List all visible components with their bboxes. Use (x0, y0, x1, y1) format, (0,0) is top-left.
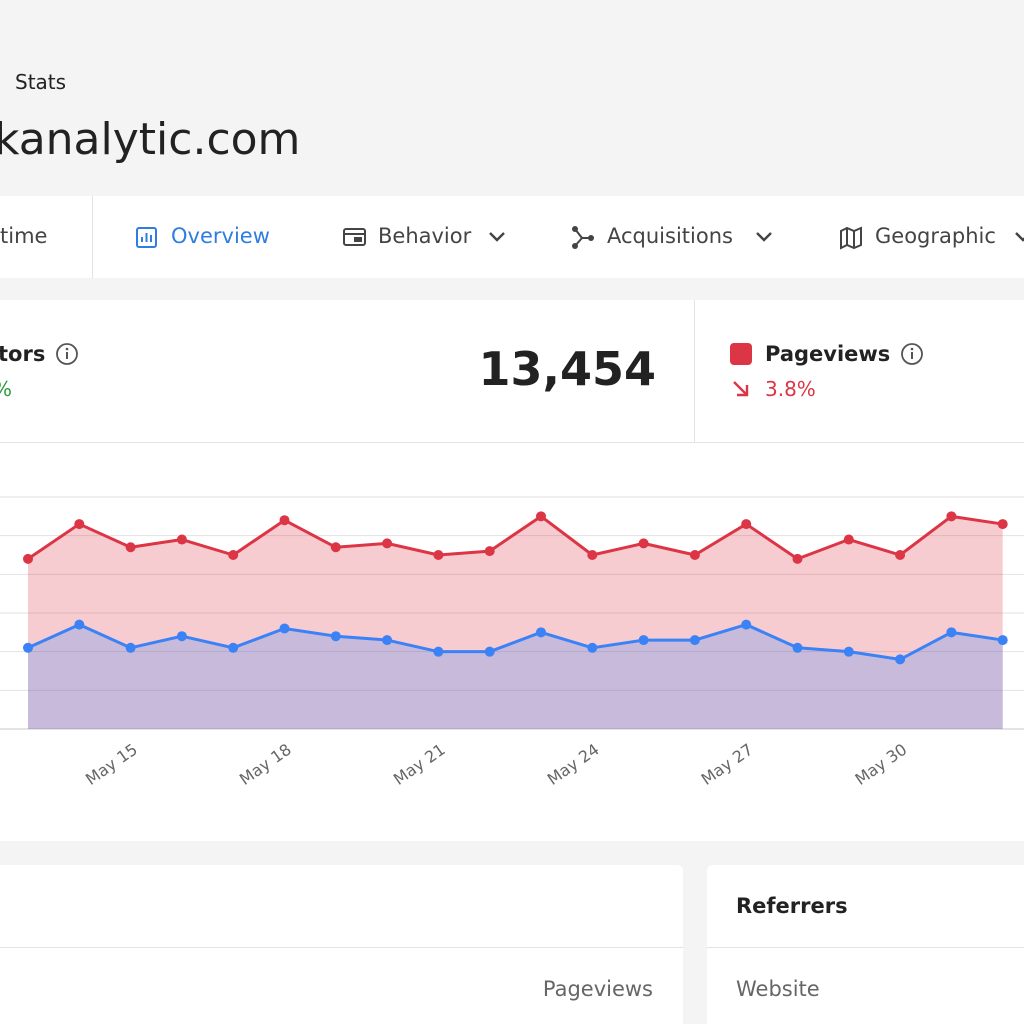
point (741, 619, 752, 630)
x-tick-label: May 27 (698, 740, 757, 789)
x-tick-label: May 24 (544, 740, 603, 789)
point (279, 515, 290, 526)
divider (707, 947, 1024, 948)
point (433, 646, 444, 657)
point (946, 511, 957, 522)
point (997, 635, 1008, 646)
stat-change: % (0, 377, 12, 401)
point (484, 646, 495, 657)
info-icon[interactable] (901, 343, 925, 367)
chart: May 15 May 18 May 21 May 24 May 27 May 30 (0, 496, 1024, 789)
point (997, 519, 1008, 530)
site-title: kanalytic.com (0, 114, 301, 165)
point (74, 519, 85, 530)
point (587, 550, 598, 560)
point (74, 619, 85, 630)
point (433, 550, 444, 560)
point (23, 553, 33, 564)
tab-bar: time Overview Behavior Acquisitions Geog… (0, 196, 1024, 278)
panel-title: Referrers (736, 894, 848, 918)
point (382, 538, 393, 549)
tab[interactable]: Behavior (378, 224, 472, 248)
point (843, 646, 854, 657)
point (382, 635, 393, 646)
line (27, 623, 1003, 661)
point (484, 546, 495, 557)
point (536, 511, 546, 522)
point (895, 654, 906, 665)
column-header: Website (736, 977, 820, 1001)
tab[interactable]: Geographic (875, 224, 996, 248)
column-header: Pageviews (542, 977, 653, 1001)
point (176, 534, 187, 545)
divider (0, 442, 1024, 443)
point (792, 642, 803, 653)
legend-swatch (730, 343, 752, 365)
icon (572, 226, 594, 249)
point (792, 553, 803, 564)
point (638, 538, 649, 549)
point (125, 642, 136, 653)
stat-label: Pageviews (765, 342, 891, 366)
divider (92, 196, 93, 278)
area (28, 624, 1003, 729)
point (689, 635, 700, 646)
icon (136, 227, 157, 248)
panel: Pageviews (0, 865, 683, 1024)
point (176, 631, 187, 642)
x-tick-label: May 18 (236, 740, 295, 789)
info-icon[interactable] (56, 343, 80, 367)
x-tick-label: May 15 (82, 740, 141, 789)
tab[interactable]: Overview (171, 224, 270, 248)
point (587, 642, 598, 653)
stat-total: 13,454 (478, 342, 656, 396)
area (28, 516, 1003, 729)
panel: Referrers Website (707, 865, 1024, 1024)
breadcrumb[interactable]: Stats (15, 70, 67, 94)
point (330, 631, 341, 642)
point (228, 550, 239, 560)
point (946, 627, 957, 638)
tab[interactable]: Acquisitions (607, 224, 733, 248)
point (23, 642, 33, 653)
point (125, 542, 136, 553)
divider (0, 947, 683, 948)
icon (840, 226, 862, 250)
stat-change: 3.8% (765, 377, 816, 401)
point (895, 550, 906, 560)
down-arrow (733, 381, 749, 397)
point (536, 627, 546, 638)
point (843, 534, 854, 545)
stat-label: tors (0, 342, 46, 366)
icon (343, 228, 366, 246)
divider (694, 300, 695, 442)
x-tick-label: May 21 (390, 740, 449, 789)
chevron (489, 232, 505, 242)
tab[interactable]: time (0, 224, 48, 248)
point (279, 623, 290, 634)
chevron (1015, 232, 1024, 242)
point (689, 550, 700, 560)
chevron (756, 232, 772, 242)
point (228, 642, 239, 653)
x-tick-label: May 30 (852, 740, 911, 789)
line (27, 514, 1003, 561)
point (638, 635, 649, 646)
point (741, 519, 752, 530)
point (330, 542, 341, 553)
